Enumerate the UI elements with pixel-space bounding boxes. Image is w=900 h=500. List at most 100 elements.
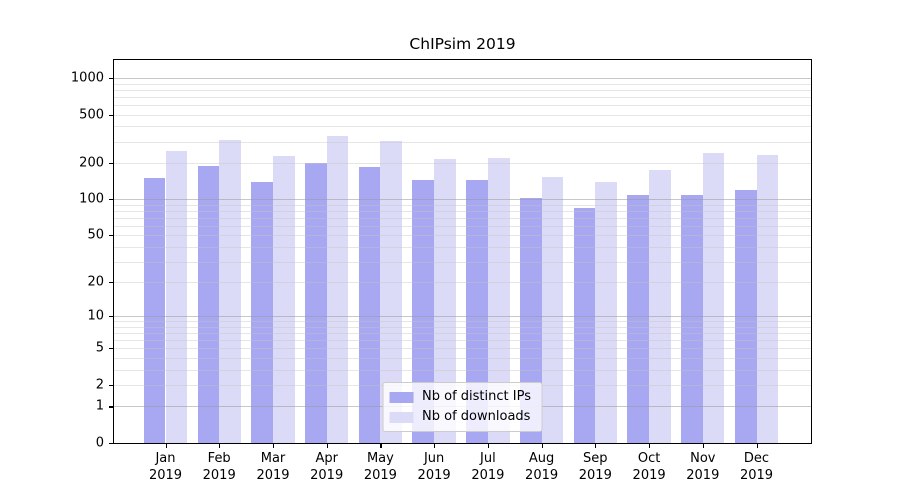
x-axis-tick-year: 2019 (632, 468, 666, 483)
legend-swatch-downloads (389, 411, 414, 423)
x-axis-tick-mark (756, 444, 758, 448)
y-axis-tick-mark (109, 199, 113, 201)
bar-downloads-aug (541, 176, 564, 443)
bar-downloads-sep (595, 182, 618, 443)
legend-row-distinct-ips: Nb of distinct IPs (389, 389, 531, 405)
y-axis-tick-label: 100 (79, 191, 104, 207)
x-axis-tick-mark (219, 444, 221, 448)
bar-distinct-ips-nov (681, 194, 703, 443)
legend: Nb of distinct IPs Nb of downloads (382, 382, 543, 432)
y-axis-tick-label: 10 (87, 308, 104, 324)
bar-distinct-ips-oct (627, 195, 650, 443)
y-axis-tick-label: 0 (95, 435, 104, 451)
x-axis-tick-year: 2019 (202, 468, 236, 483)
bar-downloads-may (380, 141, 403, 443)
bar-downloads-oct (649, 169, 671, 443)
bar-distinct-ips-aug (519, 198, 542, 443)
bar-downloads-jun (434, 159, 456, 443)
bar-distinct-ips-apr (304, 163, 327, 443)
bar-distinct-ips-jan (143, 178, 166, 443)
gridline-minor (114, 89, 811, 91)
gridline-major (114, 78, 811, 79)
x-axis-tick-mark (702, 444, 704, 448)
x-axis-tick-year: 2019 (148, 468, 183, 483)
x-axis-tick-year: 2019 (471, 468, 505, 483)
y-axis-tick-mark (109, 406, 113, 408)
x-axis-tick-label: Sep 2019 (563, 450, 627, 484)
bar-distinct-ips-jul (466, 179, 488, 443)
y-axis-tick-label: 20 (87, 274, 104, 290)
x-axis-tick-mark (649, 444, 651, 448)
y-axis-tick-label: 2 (95, 377, 104, 393)
x-axis-tick-label: May 2019 (348, 450, 412, 484)
x-axis-tick-mark (541, 444, 543, 448)
bar-distinct-ips-jun (412, 179, 435, 443)
y-axis-tick-mark (109, 348, 113, 350)
plot-area: Nb of distinct IPs Nb of downloads (113, 59, 812, 444)
gridline-minor (114, 126, 811, 128)
x-axis-tick-label: Aug 2019 (510, 450, 574, 484)
bar-downloads-apr (326, 135, 349, 443)
x-axis-tick-label: Nov 2019 (671, 450, 735, 484)
gridline-minor (114, 114, 811, 116)
bars-layer (114, 60, 811, 443)
y-axis-tick-label: 200 (79, 155, 104, 171)
x-axis-tick-year: 2019 (417, 468, 451, 483)
x-axis-tick-mark (595, 444, 597, 448)
y-axis-tick-label: 1 (95, 398, 104, 414)
x-axis-tick-mark (434, 444, 436, 448)
x-axis-tick-mark (380, 444, 382, 448)
y-axis-tick-label: 50 (87, 227, 104, 243)
bar-downloads-jul (487, 158, 510, 443)
bar-distinct-ips-sep (573, 208, 596, 443)
y-axis-tick-mark (109, 282, 113, 284)
x-axis-tick-mark (165, 444, 167, 448)
y-axis-tick-mark (109, 78, 113, 80)
x-axis-tick-year: 2019 (578, 468, 612, 483)
x-axis-tick-label: Mar 2019 (241, 450, 305, 484)
x-axis-tick-year: 2019 (310, 468, 344, 483)
legend-label-distinct-ips: Nb of distinct IPs (422, 389, 531, 404)
bar-downloads-nov (702, 153, 725, 443)
gridline-minor (114, 104, 811, 106)
y-axis-tick-mark (109, 162, 113, 164)
y-axis-tick-label: 1000 (70, 70, 104, 86)
x-axis-tick-year: 2019 (739, 468, 774, 483)
x-axis-tick-mark (487, 444, 490, 448)
x-axis-tick-year: 2019 (363, 468, 397, 483)
x-axis-tick-label: Jul 2019 (456, 450, 520, 484)
x-axis-tick-label: Feb 2019 (187, 450, 251, 484)
bar-downloads-jan (165, 151, 188, 443)
y-axis-tick-mark (109, 385, 113, 387)
legend-label-downloads: Nb of downloads (422, 409, 531, 424)
y-axis-tick-label: 500 (79, 107, 104, 123)
x-axis-tick-label: Jan 2019 (134, 450, 198, 484)
y-axis-tick-mark (109, 443, 113, 445)
bar-distinct-ips-mar (251, 181, 273, 443)
bar-downloads-feb (219, 139, 241, 443)
x-axis-tick-year: 2019 (686, 468, 720, 483)
bar-distinct-ips-may (358, 166, 381, 443)
legend-swatch-distinct-ips (389, 391, 414, 403)
gridline-minor (114, 96, 811, 98)
y-axis-tick-mark (109, 316, 113, 318)
y-axis-tick-mark (109, 114, 113, 116)
chart-title: ChIPsim 2019 (409, 35, 516, 53)
x-axis-tick-label: Apr 2019 (295, 450, 359, 484)
x-axis-tick-mark (326, 444, 328, 448)
x-axis-tick-label: Oct 2019 (617, 450, 681, 484)
y-axis-tick-label: 5 (95, 340, 104, 356)
x-axis-tick-year: 2019 (256, 468, 290, 483)
legend-row-downloads: Nb of downloads (389, 409, 531, 425)
bar-downloads-dec (756, 154, 779, 443)
x-axis-tick-year: 2019 (525, 468, 559, 483)
x-axis-tick-mark (273, 444, 275, 448)
x-axis-tick-label: Dec 2019 (725, 450, 789, 484)
y-axis-tick-mark (109, 235, 113, 237)
x-axis-tick-label: Jun 2019 (402, 450, 466, 484)
bar-distinct-ips-feb (197, 165, 220, 443)
bar-downloads-mar (272, 155, 295, 443)
gridline-minor (114, 83, 811, 85)
bar-distinct-ips-dec (734, 189, 757, 443)
